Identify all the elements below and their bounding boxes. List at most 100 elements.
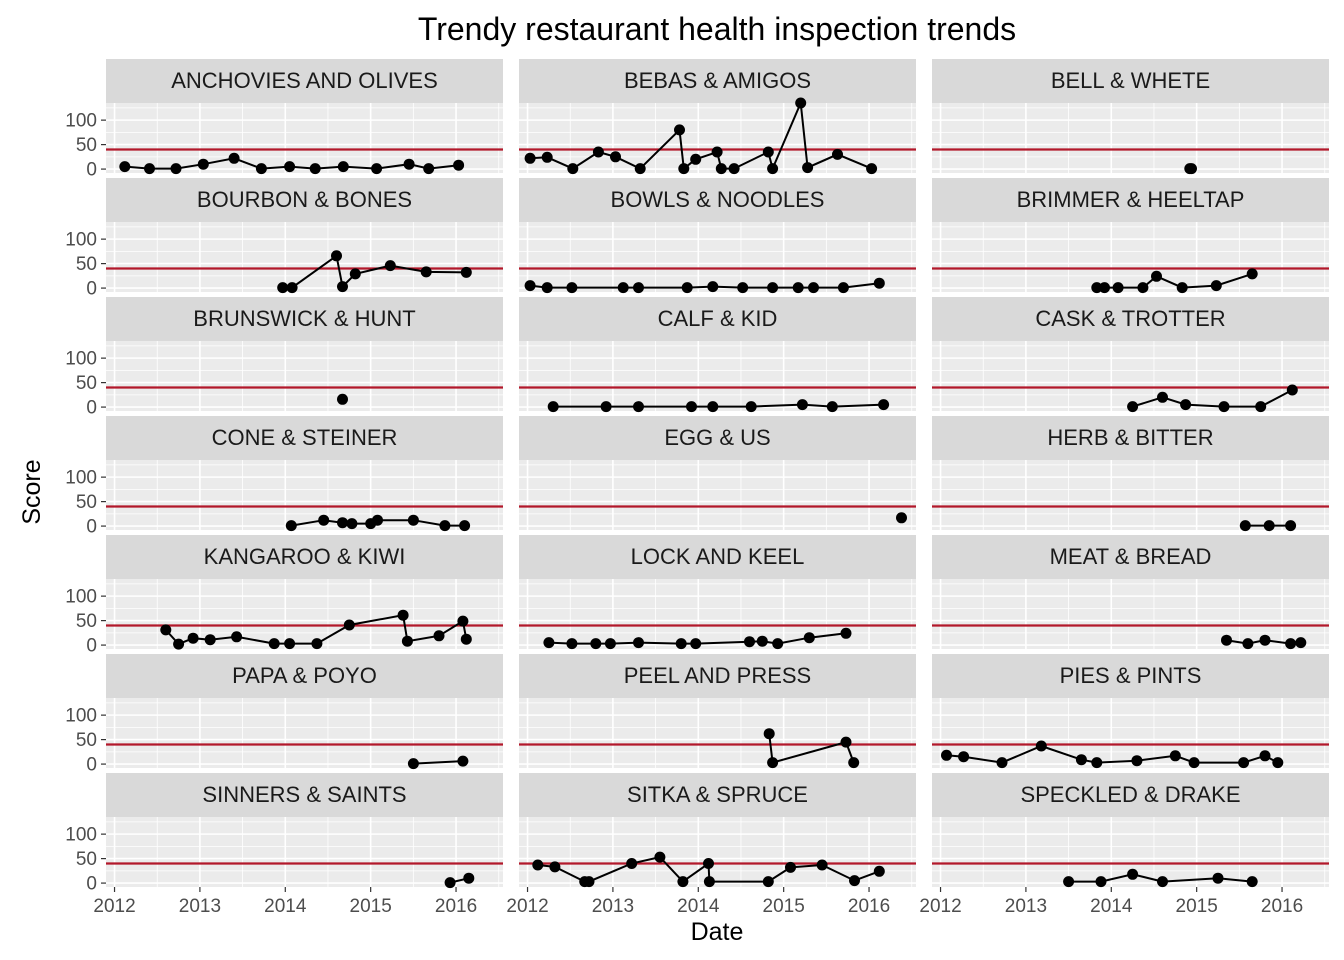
data-point [284,161,296,173]
data-point [463,872,475,884]
x-tick-label: 2012 [506,896,548,917]
data-point [337,281,348,293]
data-point [318,514,330,526]
data-point [633,401,644,413]
data-point [590,638,602,650]
facet-panel: PEEL AND PRESS [519,654,916,769]
x-tick-label: 2012 [93,896,135,917]
plot-background [106,460,503,530]
data-point [767,163,779,175]
data-point [1255,401,1267,413]
facet-strip [932,59,1329,103]
data-point [397,609,409,621]
data-point [763,728,775,740]
plot-background [519,579,916,649]
facet-label: PAPA & POYO [232,663,377,688]
data-point [1127,401,1139,413]
data-point [873,865,885,877]
data-point [541,282,553,294]
data-point [346,518,358,530]
data-point [604,638,616,650]
data-point [737,282,749,294]
data-point [1218,401,1230,413]
data-point [654,851,666,863]
facet-panel: BELL & WHETE [932,59,1329,175]
facet-label: KANGAROO & KIWI [204,544,406,569]
facet-strip [106,59,503,103]
data-point [228,152,240,164]
facet-strip [106,178,503,222]
facet-panel: BRIMMER & HEELTAP [932,178,1329,294]
x-tick-label: 2013 [1005,896,1047,917]
data-point [703,858,714,869]
data-point [849,875,860,887]
facet-panel: BEBAS & AMIGOS [519,59,916,175]
facet-label: HERB & BITTER [1047,425,1213,450]
data-point [878,399,890,411]
x-tick-label: 2015 [763,896,805,917]
facet-panel: SPECKLED & DRAKE 2012 2013 2014 2015 2016 [919,773,1329,917]
data-point [1286,384,1298,396]
y-tick-label: 100 [65,468,97,489]
data-point [762,876,774,888]
y-tick-label: 50 [76,730,97,751]
x-tick-label: 2016 [435,896,477,917]
data-point [549,861,561,873]
data-point [675,638,687,650]
facet-label: SPECKLED & DRAKE [1020,782,1240,807]
data-point [337,161,349,173]
data-point [173,638,185,650]
facet-panel: BOURBON & BONES 0 50 100 [65,178,503,300]
facet-panels: ANCHOVIES AND OLIVES 0 50 100 BEBAS & AMIGOS… [65,59,1329,917]
data-point [401,635,413,647]
y-axis-title: Score [18,459,46,524]
data-point [610,151,621,163]
facet-panel: HERB & BITTER [932,416,1329,532]
data-point [1246,876,1258,888]
data-point [1091,757,1103,769]
data-point [840,736,852,748]
y-tick-label: 50 [76,135,97,156]
x-tick-label: 2013 [592,896,634,917]
data-point [803,632,815,644]
plot-background [519,460,916,530]
y-tick-label: 0 [86,874,97,895]
series-line [282,254,467,289]
facet-label: MEAT & BREAD [1050,544,1212,569]
series-line [413,760,463,765]
data-point [1137,282,1149,294]
data-point [1095,876,1107,888]
data-point [187,632,199,644]
data-point [1157,876,1168,888]
chart-title: Trendy restaurant health inspection tren… [418,11,1016,47]
data-point [204,634,216,646]
data-point [372,514,383,526]
data-point [1285,520,1297,532]
y-tick-label: 100 [65,825,97,846]
data-point [286,282,298,294]
facet-strip [519,773,916,817]
data-point [1285,638,1297,650]
data-point [633,282,644,294]
data-point [996,757,1008,769]
plot-background [932,103,1329,173]
data-point [547,401,559,413]
plot-background [106,222,503,292]
facet-panel: CONE & STEINER 0 50 100 [65,416,503,538]
data-point [1239,520,1251,532]
facet-strip [932,297,1329,341]
data-point [767,282,779,294]
data-point [541,151,553,163]
plot-background [106,817,503,887]
data-point [543,637,555,649]
y-tick-label: 0 [86,755,97,776]
x-tick-label: 2016 [848,896,890,917]
facet-strip [106,654,503,698]
data-point [826,401,838,413]
facet-label: BEBAS & AMIGOS [624,68,811,93]
data-point [1157,391,1168,403]
data-point [337,517,348,529]
data-point [1221,634,1232,646]
data-point [197,158,209,170]
data-point [343,619,355,631]
